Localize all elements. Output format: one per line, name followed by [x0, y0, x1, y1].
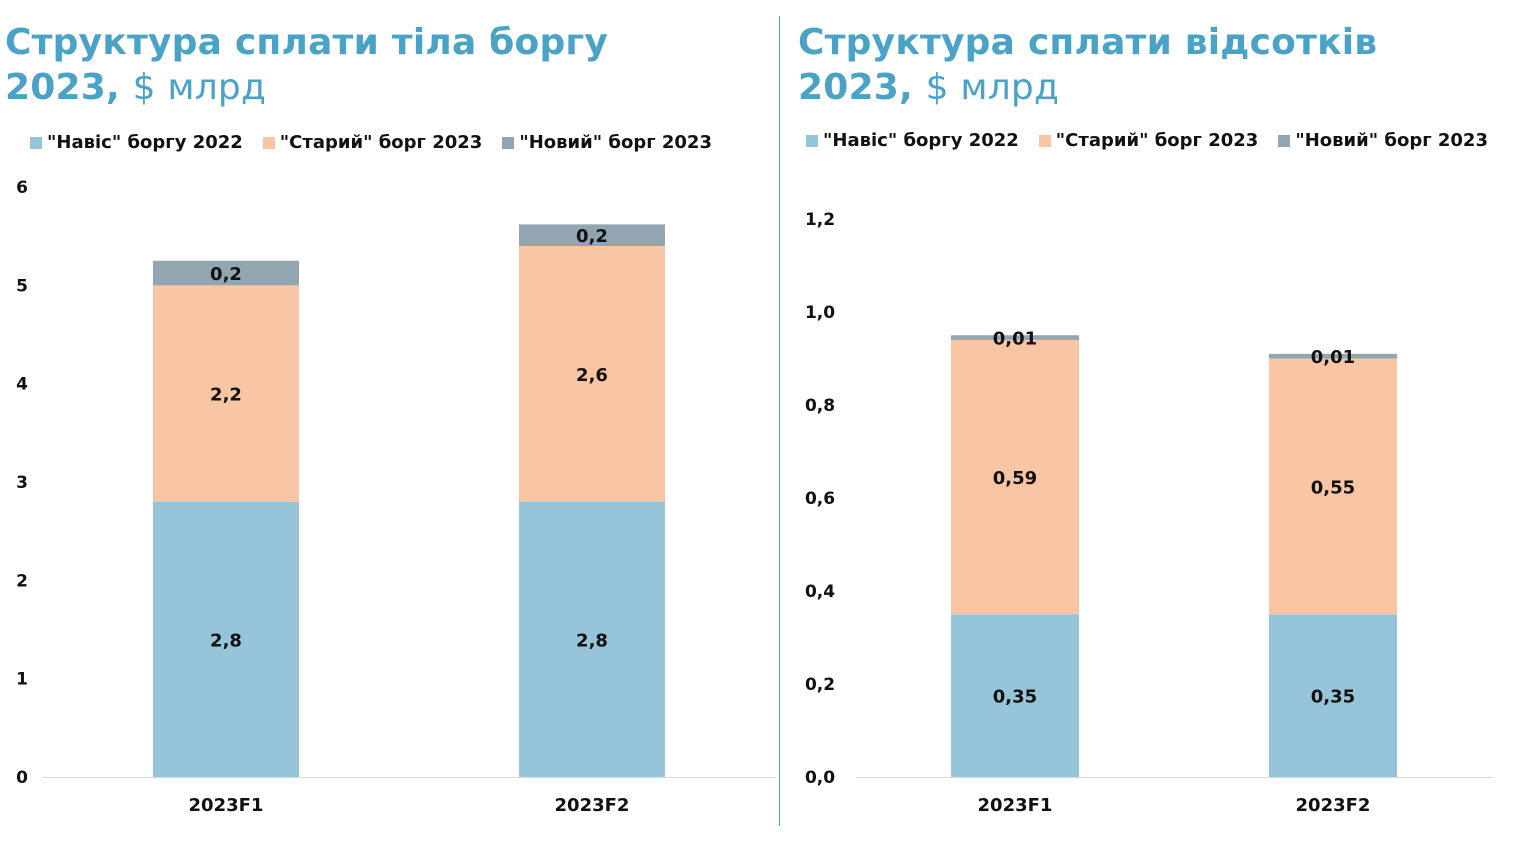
bar-segment-overhang [519, 501, 665, 777]
y-tick-label: 3 [16, 473, 28, 493]
data-label-new-debt: 0,2 [210, 264, 242, 285]
legend-label-overhang: "Навіс" боргу 2022 [823, 130, 1019, 151]
y-tick-label: 4 [16, 375, 28, 395]
right-title-main: Структура сплати відсотків [798, 22, 1378, 63]
left-chart-title: Структура сплати тіла боргу 2023, $ млрд [5, 20, 765, 110]
bar-segment-overhang [153, 501, 299, 777]
bar-segment-old-debt [1269, 358, 1397, 615]
data-label-overhang: 2,8 [210, 630, 242, 651]
data-label-old-debt: 0,55 [1311, 477, 1355, 498]
legend-swatch-old-debt [262, 136, 275, 149]
bar-segment-overhang [1269, 614, 1397, 777]
legend-label-old-debt: "Старий" борг 2023 [279, 132, 483, 153]
y-tick-label: 2 [16, 571, 28, 591]
legend-swatch-new-debt [502, 136, 515, 149]
bar-segment-old-debt [951, 339, 1079, 615]
legend-label-new-debt: "Новий" борг 2023 [519, 132, 712, 153]
data-label-new-debt: 0,01 [993, 329, 1037, 350]
legend-item-old-debt: "Старий" борг 2023 [1038, 130, 1259, 151]
data-label-overhang: 0,35 [993, 687, 1037, 708]
x-category-label: 2023F2 [555, 795, 630, 816]
legend-item-new-debt: "Новий" борг 2023 [1278, 130, 1488, 151]
legend-swatch-new-debt [1278, 134, 1291, 147]
data-label-old-debt: 0,59 [993, 468, 1037, 489]
right-title-unit: $ млрд [925, 67, 1060, 108]
data-label-old-debt: 2,2 [210, 385, 242, 406]
left-title-unit: $ млрд [132, 67, 267, 108]
legend-item-overhang: "Навіс" боргу 2022 [806, 130, 1019, 151]
y-tick-label: 0,2 [805, 675, 835, 695]
x-category-label: 2023F1 [189, 795, 264, 816]
legend-label-new-debt: "Новий" борг 2023 [1295, 130, 1488, 151]
y-tick-label: 1,0 [805, 303, 835, 323]
right-legend: "Навіс" боргу 2022 "Старий" борг 2023 "Н… [806, 130, 1488, 151]
x-category-label: 2023F1 [978, 795, 1053, 816]
legend-swatch-overhang [806, 134, 818, 147]
principal-chart: 0 1 2 3 4 5 6 2,8 2,2 0,2 2023F1 2,8 2,6 0,2 2023F2 [16, 178, 775, 816]
legend-item-old-debt: "Старий" борг 2023 [262, 132, 483, 153]
legend-label-overhang: "Навіс" боргу 2022 [47, 132, 243, 153]
y-tick-label: 6 [16, 178, 28, 198]
bar-segment-old-debt [519, 246, 665, 502]
legend-swatch-old-debt [1038, 134, 1051, 147]
right-chart-title: Структура сплати відсотків 2023, $ млрд [798, 20, 1508, 110]
data-label-overhang: 0,35 [1311, 687, 1355, 708]
y-tick-label: 0 [16, 768, 28, 788]
data-label-new-debt: 0,2 [576, 226, 608, 247]
y-tick-label: 0,6 [805, 489, 835, 509]
panel-divider [779, 16, 780, 826]
y-tick-label: 0,4 [805, 582, 835, 602]
interest-chart: 0,0 0,2 0,4 0,6 0,8 1,0 1,2 0,35 0,59 0,01 2023F1 0… [805, 210, 1493, 816]
y-tick-label: 1,2 [805, 210, 835, 230]
left-legend: "Навіс" боргу 2022 "Старий" борг 2023 "Н… [30, 132, 712, 153]
y-tick-label: 5 [16, 276, 28, 296]
y-tick-label: 0,8 [805, 396, 835, 416]
right-title-year: 2023, [798, 67, 913, 108]
data-label-overhang: 2,8 [576, 630, 608, 651]
bar-segment-new-debt [1269, 353, 1397, 359]
x-category-label: 2023F2 [1296, 795, 1371, 816]
y-tick-label: 0,0 [805, 768, 835, 788]
legend-item-new-debt: "Новий" борг 2023 [502, 132, 712, 153]
legend-item-overhang: "Навіс" боргу 2022 [30, 132, 243, 153]
data-label-old-debt: 2,6 [576, 365, 608, 386]
bar-segment-new-debt [153, 260, 299, 286]
left-title-main: Структура сплати тіла боргу [5, 22, 609, 63]
bar-segment-old-debt [153, 285, 299, 502]
legend-label-old-debt: "Старий" борг 2023 [1055, 130, 1259, 151]
bar-segment-overhang [951, 614, 1079, 777]
legend-swatch-overhang [30, 136, 42, 149]
bar-segment-new-debt [519, 224, 665, 246]
data-label-new-debt: 0,01 [1311, 347, 1355, 368]
left-title-year: 2023, [5, 67, 120, 108]
bar-segment-new-debt [951, 335, 1079, 340]
y-tick-label: 1 [16, 670, 28, 690]
